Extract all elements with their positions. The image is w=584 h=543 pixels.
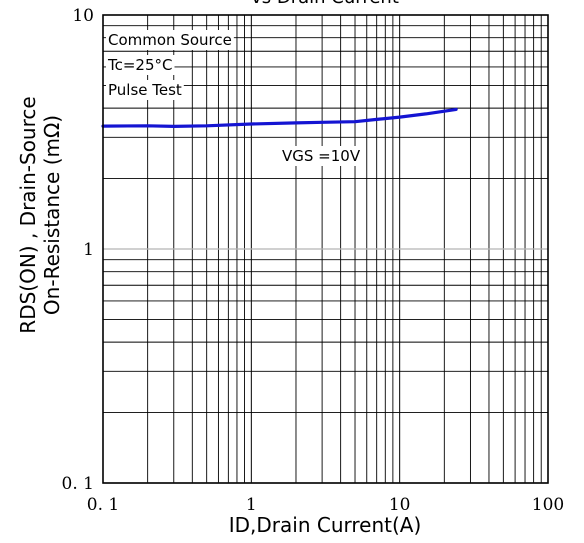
annotation-background bbox=[280, 146, 363, 166]
series-line bbox=[101, 107, 458, 129]
grid-layer bbox=[102, 15, 548, 484]
annotation-label: Common Source bbox=[108, 31, 232, 49]
x-axis-title: ID,Drain Current(A) bbox=[229, 513, 422, 537]
x-tick-label: 100 bbox=[532, 495, 564, 515]
annot-layer: Common Source Tc=25°C Pulse Test VGS =10V bbox=[106, 30, 363, 166]
annotation-label: Tc=25°C bbox=[107, 56, 173, 74]
y-axis-title-line2: On-Resistance (mΩ) bbox=[40, 115, 64, 315]
annotation-label: VGS =10V bbox=[282, 147, 361, 165]
annotation-background bbox=[106, 30, 234, 50]
series-layer bbox=[101, 107, 458, 129]
y-tick-label: 10 bbox=[72, 6, 94, 26]
annotation-background bbox=[106, 80, 184, 100]
x-tick-label: 10 bbox=[389, 495, 411, 515]
annotation-background bbox=[106, 55, 175, 75]
annotation-label: Pulse Test bbox=[108, 81, 182, 99]
chart-title: vs Drain Current bbox=[251, 0, 399, 8]
x-tick-label: 0. 1 bbox=[87, 495, 119, 515]
plot-frame bbox=[102, 14, 549, 484]
x-tick-label: 1 bbox=[246, 495, 257, 515]
y-tick-label: 0. 1 bbox=[62, 474, 94, 494]
tick-layer: 0. 1 1 10 100 0. 1 1 10 bbox=[62, 6, 565, 515]
y-axis-title-line1: RDS(ON) , Drain-Source bbox=[16, 96, 40, 333]
y-tick-label: 1 bbox=[83, 240, 94, 260]
